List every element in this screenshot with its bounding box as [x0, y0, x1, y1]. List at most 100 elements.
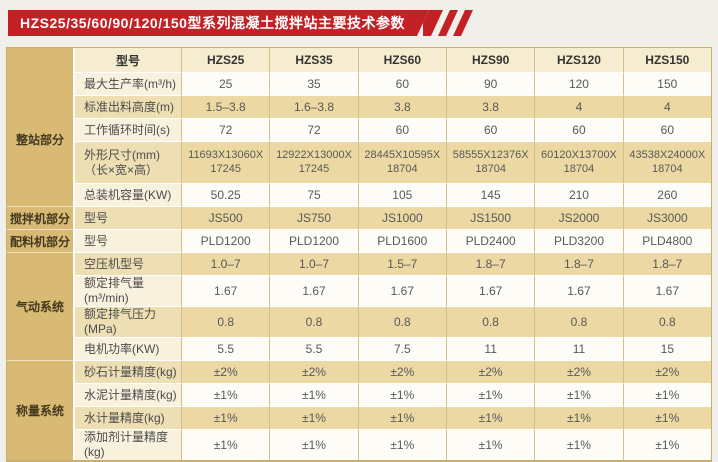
column-header-hzs90: HZS90 — [445, 48, 535, 72]
value-cell: ±1% — [357, 406, 446, 429]
value-cell: ±2% — [357, 360, 446, 383]
value-cell: 1.67 — [534, 275, 623, 306]
value-cell: 25 — [181, 72, 270, 95]
value-cell: 0.8 — [445, 306, 535, 337]
value-cell: 43538X24000X 18704 — [622, 141, 711, 183]
value-cell: 1.0–7 — [269, 252, 358, 275]
value-cell: 28445X10595X 18704 — [357, 141, 446, 183]
value-cell: ±1% — [445, 383, 535, 406]
value-cell: 72 — [181, 118, 270, 141]
value-cell: ±1% — [445, 429, 535, 460]
value-cell: 11 — [534, 337, 623, 360]
value-cell: ±1% — [534, 406, 623, 429]
value-cell: 1.6–3.8 — [269, 95, 358, 118]
column-header-model: 型号 — [73, 48, 181, 72]
table-row: 水泥计量精度(kg) ±1% ±1% ±1% ±1% ±1% ±1% — [7, 383, 711, 406]
value-cell: 0.8 — [622, 306, 711, 337]
row-label: 额定排气压力(MPa) — [73, 306, 181, 337]
value-cell: JS750 — [269, 206, 358, 229]
value-cell: PLD1200 — [269, 229, 358, 252]
value-cell: 3.8 — [357, 95, 446, 118]
value-cell: 1.8–7 — [622, 252, 711, 275]
row-label: 型号 — [73, 229, 181, 252]
value-cell: ±1% — [534, 383, 623, 406]
row-label: 水泥计量精度(kg) — [73, 383, 181, 406]
value-cell: 1.67 — [269, 275, 358, 306]
table-row: 标准出料高度(m) 1.5–3.8 1.6–3.8 3.8 3.8 4 4 — [7, 95, 711, 118]
value-cell: ±1% — [181, 383, 270, 406]
group-label: 搅拌机部分 — [7, 206, 73, 229]
value-cell: ±2% — [534, 360, 623, 383]
value-cell: ±1% — [622, 406, 711, 429]
value-cell: ±1% — [445, 406, 535, 429]
value-cell: 1.8–7 — [445, 252, 535, 275]
value-cell: ±1% — [269, 429, 358, 460]
value-cell: 12922X13000X 17245 — [269, 141, 358, 183]
value-cell: 1.67 — [622, 275, 711, 306]
value-cell: 105 — [357, 183, 446, 206]
value-cell: ±2% — [622, 360, 711, 383]
table-row: 整站部分 最大生产率(m³/h) 25 35 60 90 120 150 — [7, 72, 711, 206]
table-row: 电机功率(KW) 5.5 5.5 7.5 11 11 15 — [7, 337, 711, 360]
value-cell: PLD2400 — [445, 229, 535, 252]
value-cell: 15 — [622, 337, 711, 360]
value-cell: ±1% — [534, 429, 623, 460]
value-cell: PLD1600 — [357, 229, 446, 252]
row-label: 水计量精度(kg) — [73, 406, 181, 429]
value-cell: 60 — [445, 118, 535, 141]
group-label: 称量系统 — [7, 360, 73, 460]
table-row: 外形尺寸(mm) （长×宽×高） 11693X13060X 17245 12922X… — [7, 141, 711, 183]
column-header-hzs25: HZS25 — [181, 48, 270, 72]
row-label: 标准出料高度(m) — [73, 95, 181, 118]
group-label: 配料机部分 — [7, 229, 73, 252]
value-cell: JS500 — [181, 206, 270, 229]
value-cell: 1.67 — [181, 275, 270, 306]
value-cell: PLD1200 — [181, 229, 270, 252]
row-label: 电机功率(KW) — [73, 337, 181, 360]
row-label: 添加剂计量精度(kg) — [73, 429, 181, 460]
table-row: 配料机部分 型号 PLD1200 PLD1200 PLD1600 PLD2400 PLD32… — [7, 229, 711, 252]
table-header-row: 型号 HZS25 HZS35 HZS60 HZS90 HZS120 HZS150 — [7, 48, 711, 72]
value-cell: 1.67 — [445, 275, 535, 306]
value-cell: 0.8 — [534, 306, 623, 337]
value-cell: 4 — [622, 95, 711, 118]
row-label: 外形尺寸(mm) （长×宽×高） — [73, 141, 181, 183]
value-cell: ±1% — [269, 406, 358, 429]
value-cell: 260 — [622, 183, 711, 206]
value-cell: ±1% — [622, 429, 711, 460]
speed-stripes-icon — [422, 10, 473, 36]
group-label: 气动系统 — [7, 252, 73, 360]
column-header-hzs60: HZS60 — [357, 48, 446, 72]
page-title: HZS25/35/60/90/120/150型系列混凝土搅拌站主要技术参数 — [8, 10, 429, 36]
value-cell: 5.5 — [181, 337, 270, 360]
value-cell: JS1000 — [357, 206, 446, 229]
value-cell: 0.8 — [181, 306, 270, 337]
value-cell: 90 — [445, 72, 535, 95]
value-cell: ±2% — [181, 360, 270, 383]
value-cell: 50.25 — [181, 183, 270, 206]
value-cell: JS3000 — [622, 206, 711, 229]
value-cell: ±1% — [622, 383, 711, 406]
value-cell: 3.8 — [445, 95, 535, 118]
title-banner: HZS25/35/60/90/120/150型系列混凝土搅拌站主要技术参数 — [8, 10, 475, 36]
value-cell: 60 — [357, 72, 446, 95]
value-cell: 5.5 — [269, 337, 358, 360]
table-row: 总装机容量(KW) 50.25 75 105 145 210 260 — [7, 183, 711, 206]
value-cell: 0.8 — [357, 306, 446, 337]
value-cell: 75 — [269, 183, 358, 206]
value-cell: 60 — [357, 118, 446, 141]
value-cell: 1.0–7 — [181, 252, 270, 275]
row-label: 砂石计量精度(kg) — [73, 360, 181, 383]
row-label: 型号 — [73, 206, 181, 229]
value-cell: 120 — [534, 72, 623, 95]
value-cell: 150 — [622, 72, 711, 95]
value-cell: 145 — [445, 183, 535, 206]
value-cell: 58555X12376X 18704 — [445, 141, 535, 183]
value-cell: 11693X13060X 17245 — [181, 141, 270, 183]
value-cell: 1.8–7 — [534, 252, 623, 275]
column-header-hzs120: HZS120 — [534, 48, 623, 72]
corner-cell — [7, 48, 73, 72]
value-cell: PLD3200 — [534, 229, 623, 252]
spec-table-body: 整站部分 最大生产率(m³/h) 25 35 60 90 120 150 标准出料高度(m) 1.… — [7, 72, 711, 460]
value-cell: 210 — [534, 183, 623, 206]
